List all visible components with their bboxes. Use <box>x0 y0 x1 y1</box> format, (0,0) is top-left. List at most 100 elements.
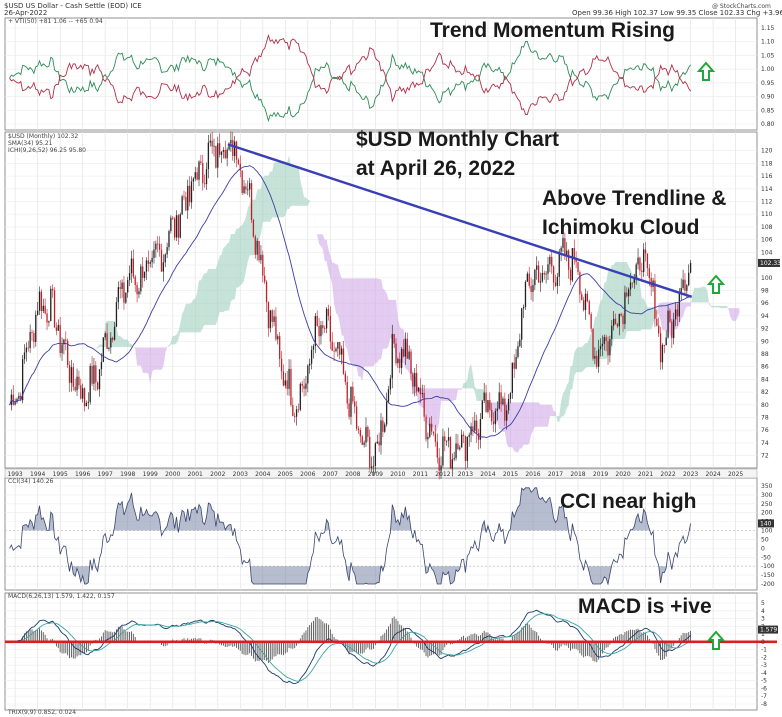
ichimoku-cloud-segment <box>195 292 198 333</box>
macd-axis-label: 3 <box>761 616 765 623</box>
ichimoku-cloud-segment <box>206 268 209 325</box>
candle <box>337 342 339 349</box>
price-axis-label: 92 <box>761 326 769 333</box>
x-tick-label: 2011 <box>413 471 428 478</box>
candle <box>312 345 315 350</box>
ichimoku-cloud-segment <box>390 299 393 342</box>
ichimoku-cloud-segment <box>157 347 160 370</box>
price-axis-label: 76 <box>761 427 769 434</box>
candle <box>385 401 388 425</box>
price-axis-label: 80 <box>761 402 769 409</box>
candle <box>303 385 305 389</box>
candle <box>130 258 133 274</box>
macd-axis-label: 5 <box>761 600 765 607</box>
ichimoku-cloud-segment <box>97 344 100 349</box>
candle <box>350 386 352 417</box>
candle <box>46 313 48 323</box>
ichimoku-cloud-segment <box>467 367 470 389</box>
x-tick-label: 2019 <box>593 471 608 478</box>
candle <box>517 346 519 358</box>
ichimoku-cloud-segment <box>332 262 335 303</box>
candle <box>179 214 181 238</box>
candle <box>429 423 431 437</box>
candle <box>639 257 641 271</box>
ichimoku-cloud-segment <box>553 411 556 417</box>
candle <box>370 466 373 468</box>
x-tick-label: 2015 <box>503 471 518 478</box>
candle <box>363 442 365 445</box>
ichimoku-cloud-segment <box>257 189 260 242</box>
candle <box>249 183 251 190</box>
ichimoku-cloud-segment <box>131 343 134 348</box>
ichimoku-cloud-segment <box>557 416 560 422</box>
ichimoku-cloud-segment <box>514 402 517 453</box>
candle <box>532 285 534 292</box>
candle <box>661 344 664 363</box>
candle <box>190 181 193 203</box>
candle <box>618 313 620 327</box>
candle <box>626 292 628 297</box>
candle <box>342 348 345 374</box>
price-axis-label: 116 <box>761 173 773 180</box>
ichimoku-cloud-segment <box>290 166 293 206</box>
ichimoku-cloud-segment <box>549 404 552 417</box>
x-tick-label: 2017 <box>548 471 563 478</box>
ichimoku-cloud-segment <box>542 404 545 427</box>
x-tick-label: 2013 <box>458 471 473 478</box>
candle <box>466 436 468 461</box>
ichimoku-cloud-segment <box>174 334 177 345</box>
sma-label: SMA(34) 95.21 <box>8 140 53 147</box>
candle <box>185 196 187 211</box>
candle <box>464 435 467 461</box>
candle <box>461 434 463 448</box>
candle <box>142 266 144 278</box>
candle <box>80 385 82 399</box>
ichimoku-cloud-segment <box>459 388 462 390</box>
candle <box>127 280 129 293</box>
candle <box>631 282 634 284</box>
candle <box>57 324 59 331</box>
ichimoku-cloud-segment <box>260 177 263 234</box>
x-tick-label: 2020 <box>615 471 630 478</box>
ichimoku-cloud-segment <box>183 303 186 333</box>
price-axis-label: 94 <box>761 313 769 320</box>
candle <box>224 150 226 159</box>
ichimoku-cloud-segment <box>163 347 166 367</box>
candle <box>228 143 230 150</box>
ichimoku-cloud-segment <box>634 274 637 332</box>
candle <box>562 238 564 248</box>
candle <box>387 389 390 402</box>
candle <box>198 161 200 180</box>
ichimoku-cloud-segment <box>95 346 98 349</box>
ichimoku-cloud-segment <box>279 162 282 218</box>
ichimoku-cloud-segment <box>277 162 280 218</box>
candle <box>624 292 626 325</box>
candle <box>391 333 393 379</box>
candle <box>339 342 341 355</box>
candle <box>117 287 119 303</box>
candle <box>641 270 643 273</box>
candle <box>149 262 151 264</box>
candle <box>597 349 600 367</box>
candle <box>98 369 101 390</box>
candle <box>16 398 18 403</box>
ichimoku-cloud-segment <box>474 386 477 401</box>
candle <box>329 315 331 342</box>
ichimoku-cloud-segment <box>365 278 368 367</box>
candle <box>292 405 294 417</box>
candle <box>284 380 286 386</box>
annotation-above-line1: Above Trendline & <box>542 187 726 210</box>
candle <box>519 339 521 347</box>
candle <box>468 434 470 437</box>
ichimoku-cloud-segment <box>698 287 700 303</box>
candle <box>492 421 495 425</box>
candle <box>286 380 288 389</box>
macd-panel-label: MACD(6,26,13) 1.579, 1.422, 0.157 <box>8 593 115 600</box>
ichimoku-cloud-segment <box>519 402 522 449</box>
candle <box>455 443 457 459</box>
candle <box>689 262 692 273</box>
x-tick-label: 2018 <box>570 471 585 478</box>
candle <box>331 341 333 351</box>
ichimoku-cloud-segment <box>636 274 639 332</box>
candle <box>44 305 46 314</box>
